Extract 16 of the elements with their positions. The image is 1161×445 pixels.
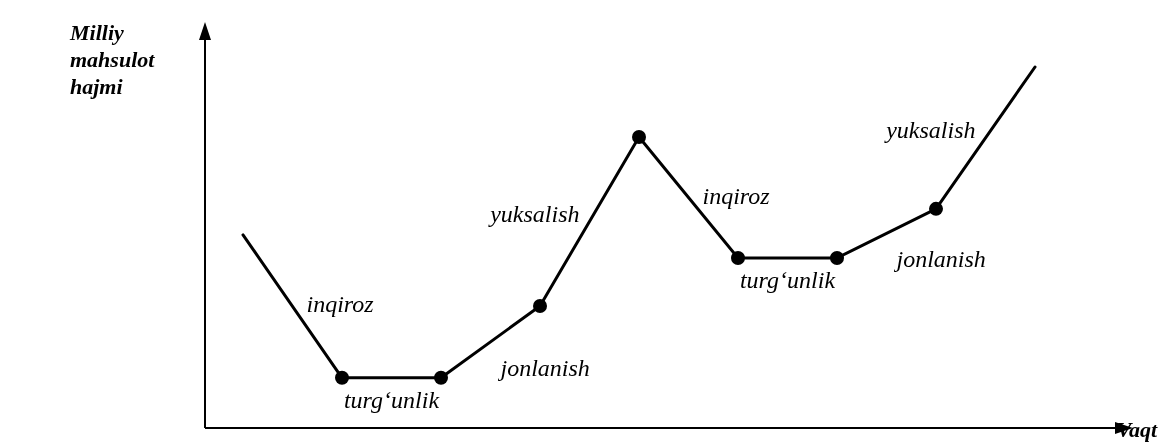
annotation: turg‘unlik: [343, 386, 440, 413]
point: [830, 250, 844, 265]
annotation: inqiroz: [306, 291, 375, 318]
annotation: yuksalish: [488, 200, 580, 227]
point: [731, 250, 745, 265]
point: [929, 201, 943, 216]
annotation: jonlanish: [893, 246, 986, 273]
point: [335, 370, 349, 385]
point: [533, 298, 547, 313]
point: [434, 370, 448, 385]
point: [632, 130, 646, 145]
annotation: yuksalish: [884, 116, 976, 143]
annotation: turg‘unlik: [739, 266, 836, 293]
annotation: jonlanish: [497, 354, 590, 381]
y-axis-title: Milliy mahsulot hajmi: [69, 20, 156, 99]
annotation: inqiroz: [702, 182, 771, 209]
